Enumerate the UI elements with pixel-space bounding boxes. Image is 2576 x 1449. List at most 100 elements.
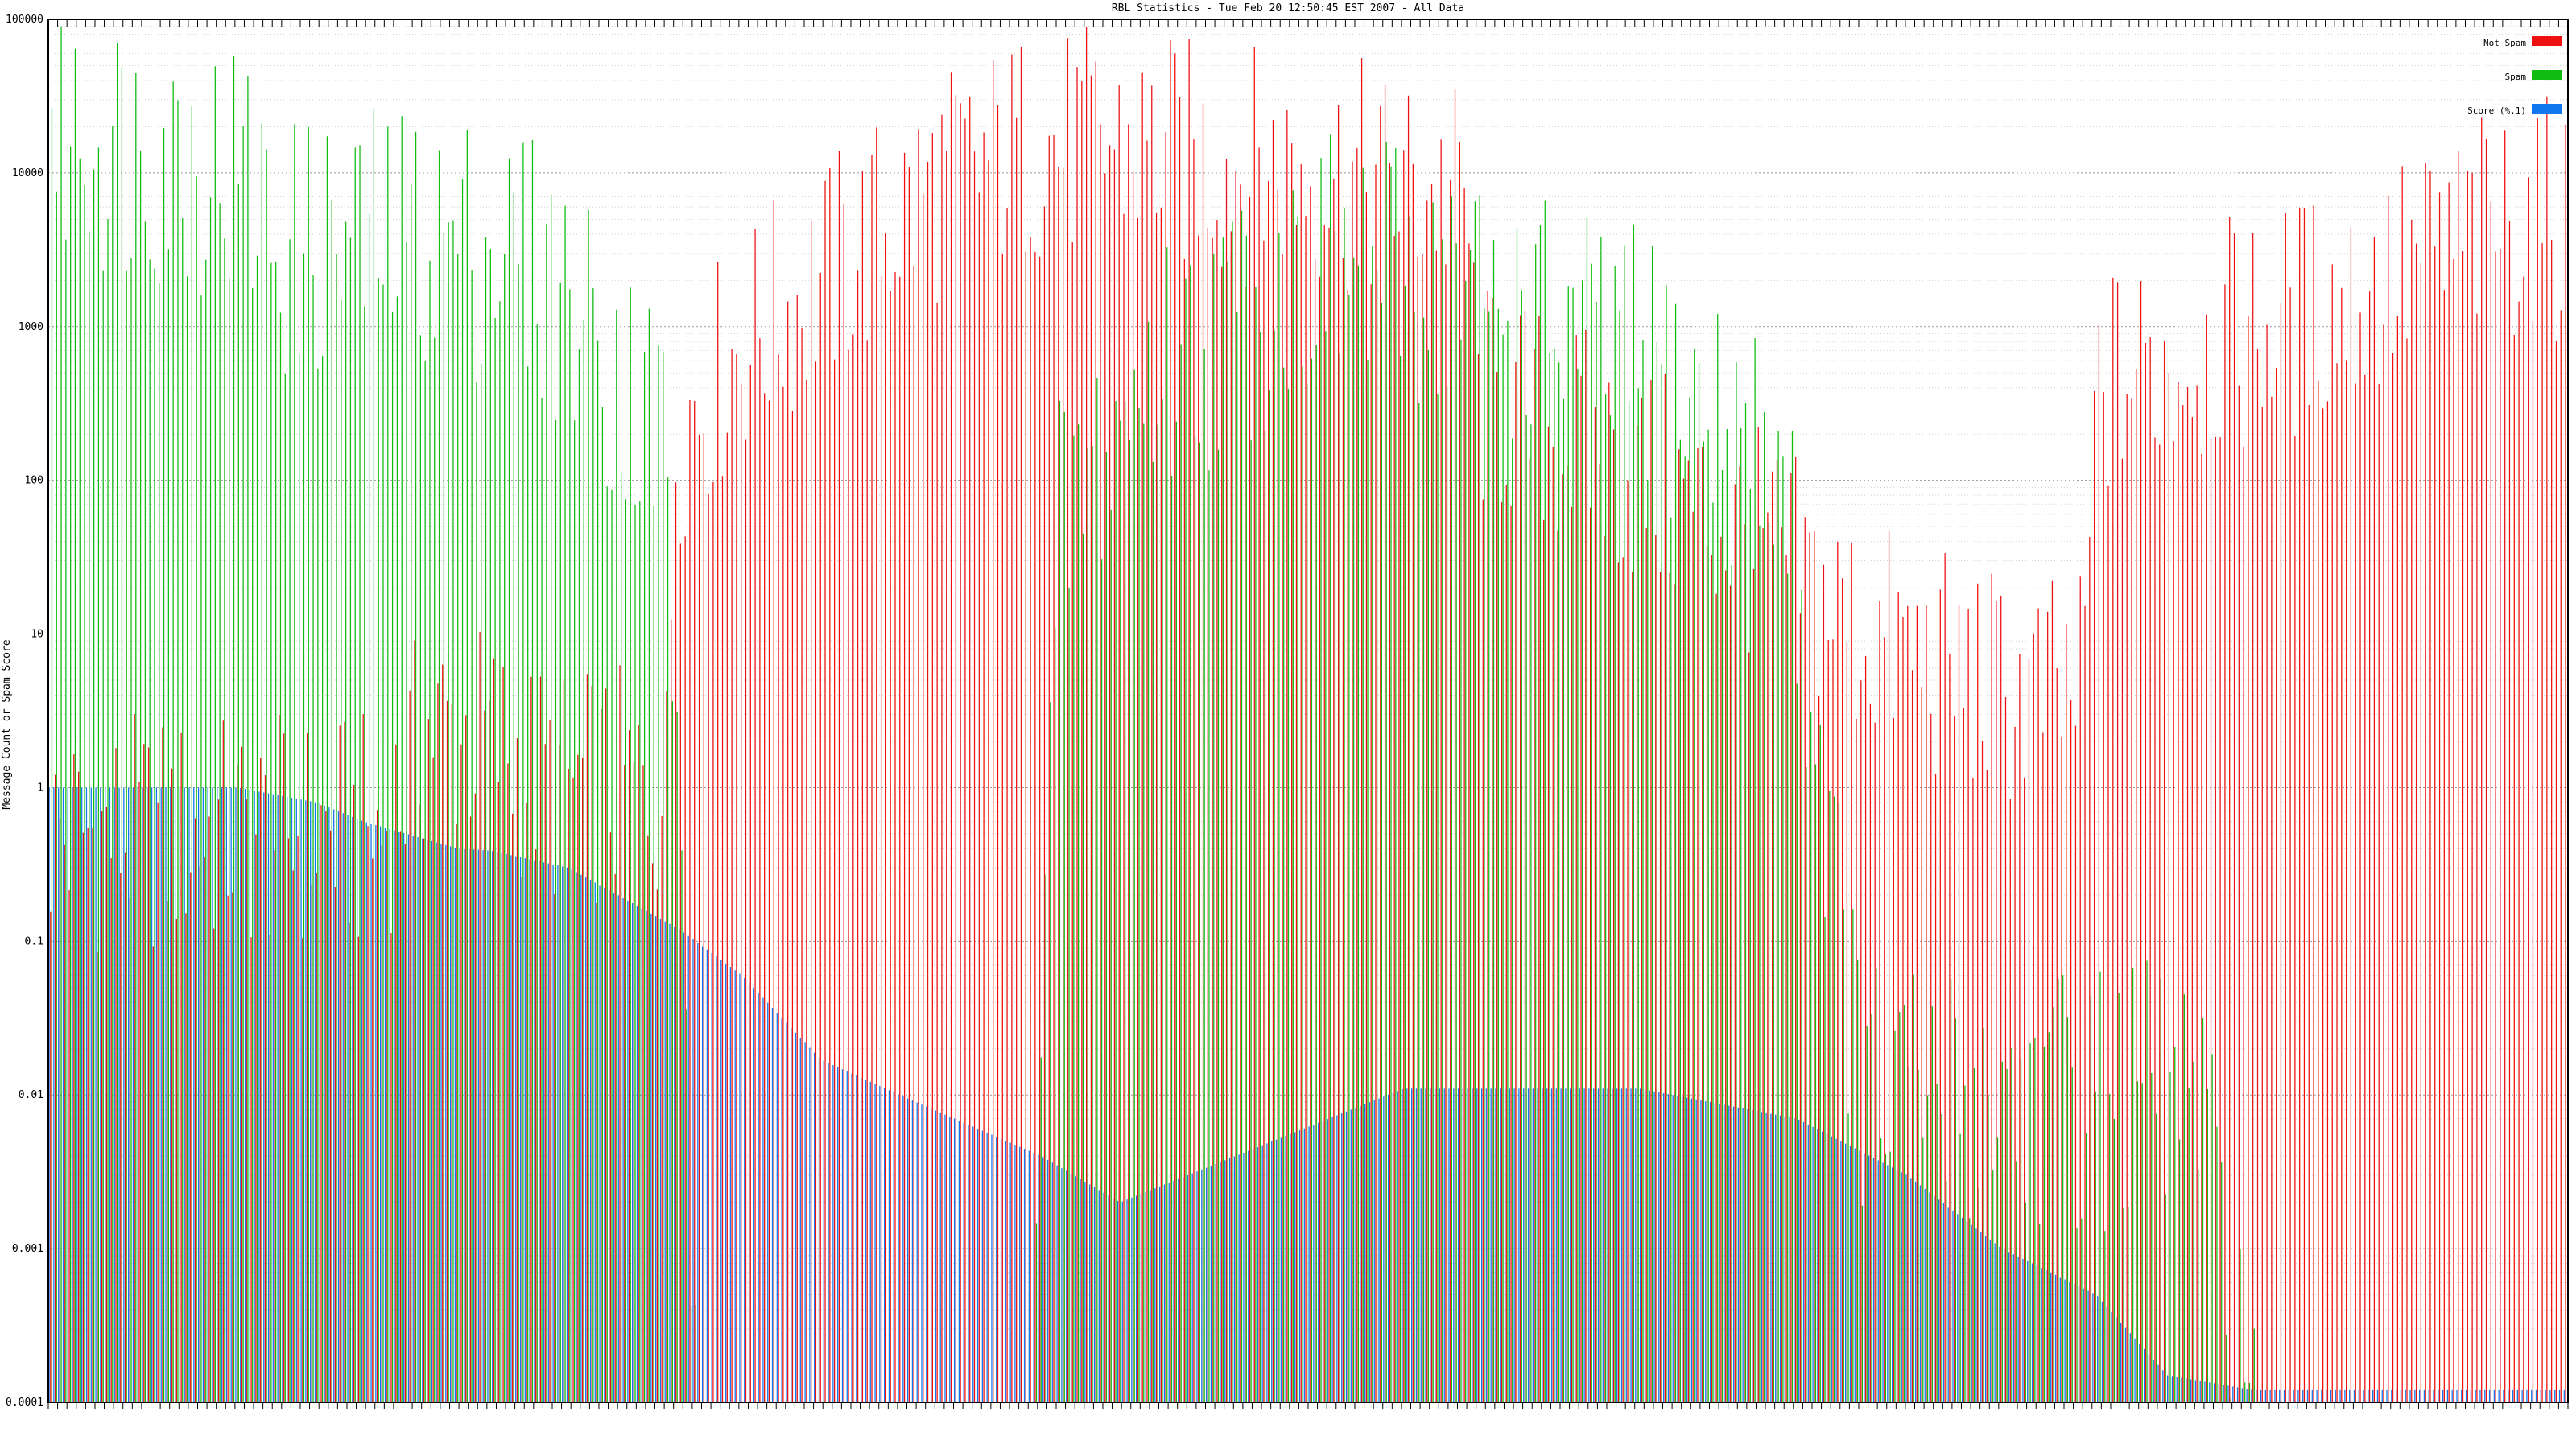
bar-not-spam xyxy=(1954,715,1955,1402)
bar-not-spam xyxy=(2415,243,2417,1402)
bar-spam xyxy=(1969,1218,1971,1402)
bar-score xyxy=(1308,1126,1310,1402)
bar-spam xyxy=(1325,331,1327,1402)
y-tick-label: 0.1 xyxy=(25,935,43,947)
bar-not-spam xyxy=(2243,446,2244,1402)
bar-score xyxy=(902,1096,904,1402)
bar-score xyxy=(380,826,382,1402)
bar-spam xyxy=(1422,317,1425,1403)
bar-score xyxy=(53,787,55,1402)
bar-not-spam xyxy=(260,758,262,1402)
bar-spam xyxy=(457,254,459,1403)
bar-spam xyxy=(1078,424,1080,1403)
bar-not-spam xyxy=(2368,291,2371,1402)
bar-score xyxy=(1490,1088,1492,1402)
bar-not-spam xyxy=(2411,219,2413,1402)
bar-spam xyxy=(1320,158,1322,1403)
bar-score xyxy=(1802,1121,1805,1402)
bar-score xyxy=(2321,1389,2322,1402)
bar-not-spam xyxy=(2537,118,2538,1402)
bar-score xyxy=(240,787,242,1402)
bar-not-spam xyxy=(969,96,971,1403)
bar-not-spam xyxy=(2345,360,2347,1403)
bar-spam xyxy=(172,81,174,1402)
bar-not-spam xyxy=(2154,437,2156,1403)
bar-not-spam xyxy=(997,105,999,1403)
bar-not-spam xyxy=(577,754,579,1402)
bar-not-spam xyxy=(1398,231,1400,1402)
bar-spam xyxy=(1572,287,1574,1402)
bar-not-spam xyxy=(819,272,821,1402)
bar-score xyxy=(2101,1301,2103,1402)
bar-not-spam xyxy=(605,688,607,1402)
bar-not-spam xyxy=(549,720,551,1402)
bar-score xyxy=(2236,1387,2239,1402)
bar-spam xyxy=(1856,959,1859,1402)
bar-spam xyxy=(139,151,142,1403)
bar-spam xyxy=(1479,195,1480,1403)
bar-score xyxy=(2171,1376,2174,1402)
bar-score xyxy=(445,844,447,1402)
bar-spam xyxy=(224,238,225,1402)
bar-score xyxy=(1952,1210,1954,1402)
bar-spam xyxy=(1390,166,1392,1403)
bar-spam xyxy=(489,249,491,1402)
bar-spam xyxy=(2169,1072,2171,1402)
bar-score xyxy=(328,807,330,1402)
bar-not-spam xyxy=(1240,184,1241,1402)
bar-score xyxy=(2488,1389,2491,1402)
bar-not-spam xyxy=(92,828,93,1402)
bar-spam xyxy=(1614,266,1616,1402)
bar-not-spam xyxy=(1426,200,1428,1403)
bar-spam xyxy=(1577,368,1579,1403)
bar-score xyxy=(1233,1156,1235,1402)
bar-score xyxy=(2554,1389,2556,1402)
bar-spam xyxy=(1973,1068,1975,1402)
bar-score xyxy=(944,1114,946,1402)
bar-not-spam xyxy=(978,192,980,1402)
bar-score xyxy=(580,874,582,1402)
bar-not-spam xyxy=(1655,535,1657,1402)
bar-not-spam xyxy=(329,830,332,1402)
bar-not-spam xyxy=(1006,208,1008,1402)
bar-spam xyxy=(1063,411,1065,1403)
bar-not-spam xyxy=(1001,254,1003,1403)
bar-spam xyxy=(606,486,608,1402)
bar-score xyxy=(1131,1197,1133,1402)
bar-spam xyxy=(154,268,155,1402)
bar-score xyxy=(1061,1168,1063,1402)
bar-not-spam xyxy=(2215,436,2216,1402)
bar-spam xyxy=(2053,1007,2054,1402)
y-axis-label: Message Count or Spam Score xyxy=(1,639,13,809)
bar-score xyxy=(534,860,535,1402)
bar-score xyxy=(814,1052,815,1402)
bar-spam xyxy=(2076,1228,2078,1402)
bar-score xyxy=(1789,1117,1790,1402)
bar-not-spam xyxy=(1375,164,1377,1402)
bar-not-spam xyxy=(1463,187,1465,1402)
bar-score xyxy=(1136,1195,1137,1402)
bar-score xyxy=(916,1102,918,1402)
bar-score xyxy=(2223,1385,2224,1402)
bar-score xyxy=(2139,1344,2140,1402)
bar-spam xyxy=(2039,1224,2041,1402)
bar-score xyxy=(2521,1389,2523,1402)
bar-spam xyxy=(2071,1067,2073,1402)
bar-score xyxy=(758,993,759,1402)
bar-spam xyxy=(2081,1218,2083,1402)
bar-score xyxy=(188,787,190,1402)
bar-score xyxy=(1719,1104,1720,1402)
bar-spam xyxy=(1292,190,1294,1402)
bar-not-spam xyxy=(1221,266,1223,1402)
bar-spam xyxy=(1810,712,1812,1402)
bar-score xyxy=(1892,1167,1893,1402)
y-tick-label: 100000 xyxy=(6,14,43,26)
bar-score xyxy=(1625,1088,1627,1402)
bar-spam xyxy=(1861,1205,1864,1402)
bar-spam xyxy=(130,258,132,1402)
bar-not-spam xyxy=(2560,310,2562,1403)
bar-not-spam xyxy=(2406,338,2408,1402)
bar-not-spam xyxy=(1048,135,1050,1403)
bar-not-spam xyxy=(2443,290,2445,1402)
bar-not-spam xyxy=(64,844,65,1402)
